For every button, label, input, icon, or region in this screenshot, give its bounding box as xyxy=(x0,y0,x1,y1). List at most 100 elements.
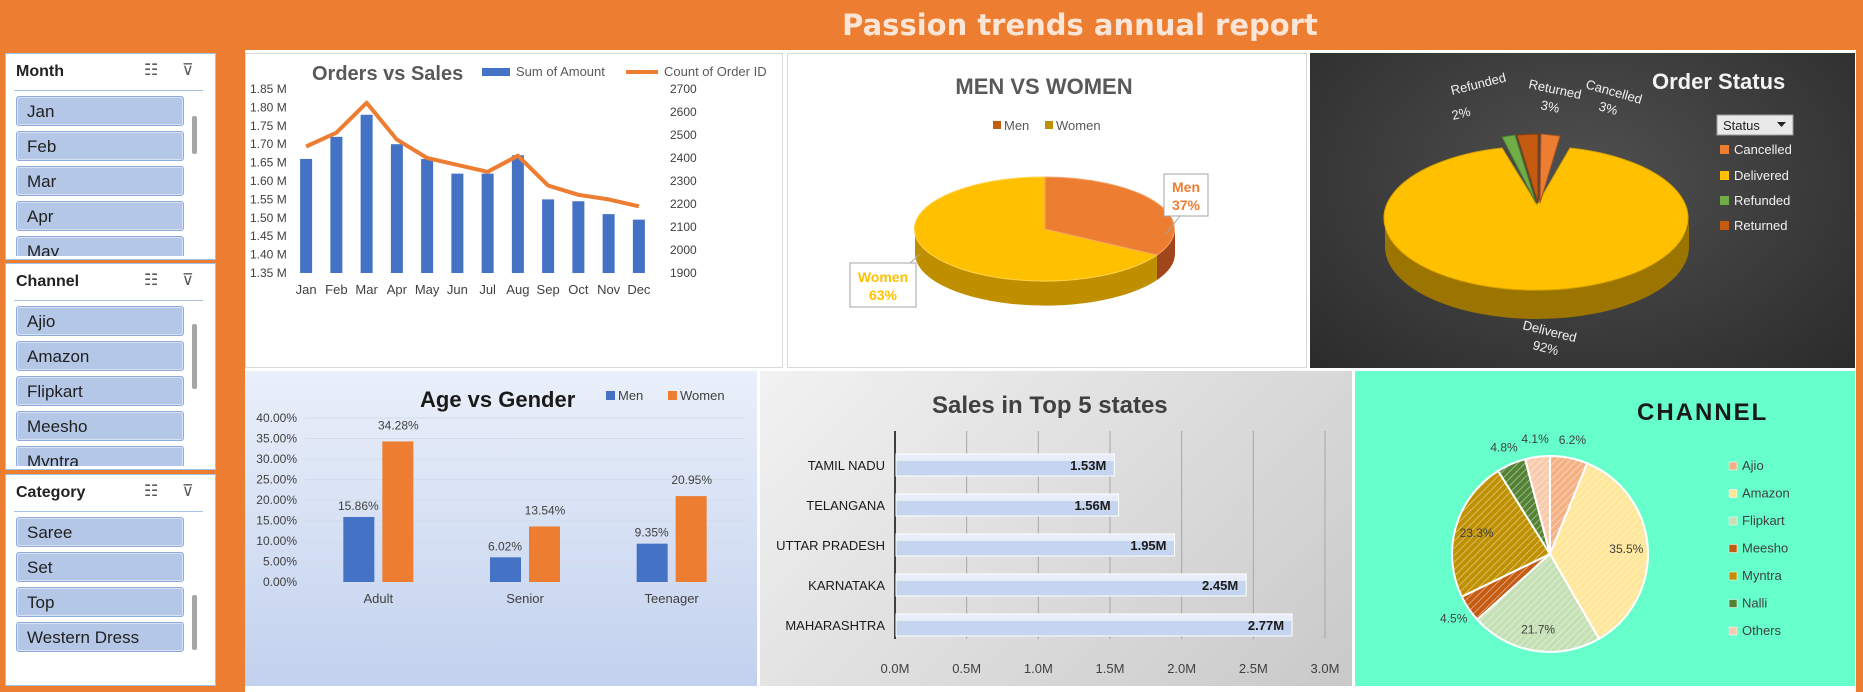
clear-filter-icon[interactable]: ⊽ xyxy=(182,272,194,289)
legend-swatch-refunded xyxy=(1720,196,1729,205)
state-bars: 1.53M 1.56M 1.95M 2.45M 2.77M xyxy=(895,453,1293,637)
channel-slicer[interactable]: Channel ☷ ⊽ Ajio Amazon Flipkart Meesho … xyxy=(5,263,216,470)
slicer-item-meesho[interactable]: Meesho xyxy=(16,411,184,441)
legend-swatch xyxy=(1728,461,1738,471)
amount-bar xyxy=(602,214,615,273)
slicer-item-myntra[interactable]: Myntra xyxy=(16,446,184,466)
x-axis-gridlines: 0.0M 0.5M 1.0M 1.5M 2.0M 2.5M 3.0M xyxy=(881,431,1339,676)
pie-slice-women xyxy=(913,176,1159,282)
month-label: Jun xyxy=(447,282,468,297)
legend-swatch-men xyxy=(993,121,1001,129)
clear-filter-icon[interactable]: ⊽ xyxy=(182,483,194,500)
legend-swatch xyxy=(1728,489,1738,498)
state-data-label: 2.45M xyxy=(1202,578,1238,593)
category-slicer[interactable]: Category ☷ ⊽ Saree Set Top Western Dress xyxy=(5,474,216,686)
channel-svg: CHANNEL 6.2%35.5%21.7%4.5%23.3%4.8%4.1% … xyxy=(1440,399,1790,653)
left-tick-label: 1.50 M xyxy=(250,211,287,225)
right-tick-label: 2600 xyxy=(670,105,697,119)
right-tick-label: 2000 xyxy=(670,243,697,257)
women-data-label: 20.95% xyxy=(671,473,712,487)
y-tick-label: 30.00% xyxy=(256,452,297,466)
multi-select-icon[interactable]: ☷ xyxy=(144,272,159,289)
channel-chart[interactable]: CHANNEL 6.2% 35.5% 21.7% 4.5% 23.3% 4.8% 4.1% … xyxy=(1355,371,1855,686)
left-tick-label: 1.70 M xyxy=(250,137,287,151)
report-banner: Passion trends annual report xyxy=(0,0,1863,50)
slicer-item-top[interactable]: Top xyxy=(16,587,184,617)
pie-slice-delivered xyxy=(1383,147,1689,291)
pie-slice-returned xyxy=(1516,133,1539,204)
label-refunded-pct: 2% xyxy=(1450,104,1472,123)
category-slicer-scrollbar[interactable] xyxy=(192,595,197,650)
men-vs-women-chart[interactable]: MEN VS WOMEN Men Women Men 37% Women 63% xyxy=(787,53,1307,368)
left-tick-label: 1.85 M xyxy=(250,82,287,96)
amount-bar xyxy=(572,201,585,273)
legend-swatch-returned xyxy=(1720,221,1729,230)
multi-select-icon[interactable]: ☷ xyxy=(144,62,159,79)
right-axis-ticks: 2700 2600 2500 2400 2300 2200 2100 2000 1900 xyxy=(670,82,697,280)
slicer-item-may[interactable]: May xyxy=(16,236,184,256)
men-callout-label: Men xyxy=(1172,179,1200,195)
month-label: Feb xyxy=(325,282,347,297)
state-label: UTTAR PRADESH xyxy=(776,538,885,553)
slicer-item-mar[interactable]: Mar xyxy=(16,166,184,196)
amount-bar xyxy=(360,114,373,273)
channel-slicer-scrollbar[interactable] xyxy=(192,324,197,389)
left-tick-label: 1.40 M xyxy=(250,248,287,262)
slicer-item-western-dress[interactable]: Western Dress xyxy=(16,622,184,652)
month-slicer[interactable]: Month ☷ ⊽ Jan Feb Mar Apr May xyxy=(5,53,216,260)
slicer-item-flipkart[interactable]: Flipkart xyxy=(16,376,184,406)
state-labels: TAMIL NADU TELANGANA UTTAR PRADESH KARNATAK… xyxy=(776,458,885,633)
state-bar-highlight xyxy=(896,614,1293,621)
legend-swatch-delivered xyxy=(1720,171,1729,180)
age-group-label: Teenager xyxy=(645,591,700,606)
legend-women: Women xyxy=(1056,118,1101,133)
age-group-label: Senior xyxy=(506,591,544,606)
multi-select-icon[interactable]: ☷ xyxy=(144,483,159,500)
state-data-label: 1.53M xyxy=(1070,458,1106,473)
amount-bar xyxy=(390,144,403,273)
month-label: Oct xyxy=(568,282,589,297)
left-tick-label: 1.60 M xyxy=(250,174,287,188)
legend-men: Men xyxy=(618,388,643,403)
age-vs-gender-chart[interactable]: Age vs Gender Men Women 40.00% 35.00% 30.0… xyxy=(245,371,757,686)
month-label: Dec xyxy=(627,282,651,297)
y-tick-label: 35.00% xyxy=(256,432,297,446)
month-slicer-scrollbar[interactable] xyxy=(192,116,197,154)
state-label: KARNATAKA xyxy=(808,578,885,593)
month-slicer-title: Month xyxy=(16,63,64,80)
men-callout-line xyxy=(1165,215,1181,235)
state-data-label: 1.95M xyxy=(1130,538,1166,553)
slicer-item-amazon[interactable]: Amazon xyxy=(16,341,184,371)
legend-swatch xyxy=(1728,626,1738,636)
x-tick-label: 0.0M xyxy=(881,661,910,676)
state-data-label: 2.77M xyxy=(1248,618,1284,633)
women-callout-box xyxy=(849,262,917,308)
x-tick-label: 2.5M xyxy=(1239,661,1268,676)
channel-slicer-items: Ajio Amazon Flipkart Meesho Myntra xyxy=(16,306,184,466)
chart-title: MEN VS WOMEN xyxy=(955,74,1132,99)
men-vs-women-svg: MEN VS WOMEN Men Women Men 37% Women 63% xyxy=(849,74,1209,308)
legend-swatch-amount xyxy=(482,68,510,76)
left-tick-label: 1.35 M xyxy=(250,266,287,280)
women-callout-label: Women xyxy=(858,269,908,285)
channel-data-label: 4.8% xyxy=(1490,441,1518,455)
slicer-item-jan[interactable]: Jan xyxy=(16,96,184,126)
right-tick-label: 1900 xyxy=(670,266,697,280)
slicer-item-feb[interactable]: Feb xyxy=(16,131,184,161)
status-filter-button[interactable] xyxy=(1716,114,1794,136)
amount-bar xyxy=(300,158,313,273)
order-status-chart[interactable]: Order Status Status Cancelled Delivered … xyxy=(1310,53,1855,368)
month-label: Mar xyxy=(355,282,378,297)
clear-filter-icon[interactable]: ⊽ xyxy=(182,62,194,79)
slicer-item-apr[interactable]: Apr xyxy=(16,201,184,231)
legend-swatch xyxy=(1728,544,1738,553)
orders-vs-sales-chart[interactable]: Orders vs Sales Sum of Amount Count of O… xyxy=(245,53,783,368)
y-tick-label: 25.00% xyxy=(256,473,297,487)
slicer-item-saree[interactable]: Saree xyxy=(16,517,184,547)
slicer-item-set[interactable]: Set xyxy=(16,552,184,582)
month-label: Jan xyxy=(296,282,317,297)
men-data-label: 15.86% xyxy=(338,499,379,513)
dropdown-arrow-icon[interactable] xyxy=(1777,122,1786,127)
slicer-item-ajio[interactable]: Ajio xyxy=(16,306,184,336)
top-states-chart[interactable]: Sales in Top 5 states 0.0M 0.5M 1.0M 1.5M 2.… xyxy=(760,371,1352,686)
